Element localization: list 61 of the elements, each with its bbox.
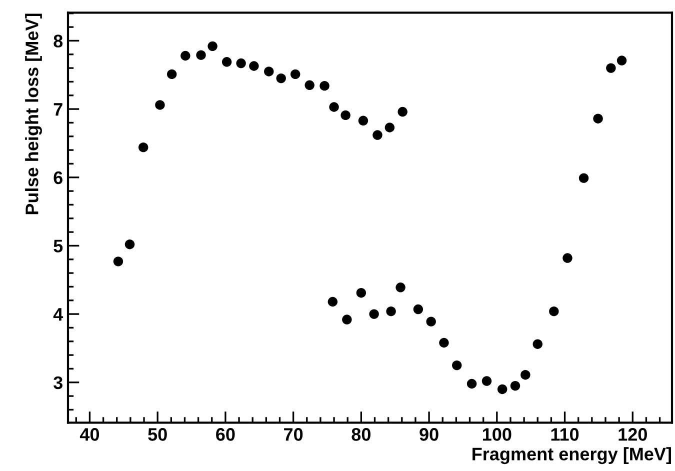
x-tick-label: 80 [352,428,370,441]
point [426,316,436,326]
point [155,100,165,110]
point [329,102,339,112]
x-tick-label: 120 [618,428,647,441]
point [452,360,462,370]
x-tick-label: 50 [148,428,167,441]
point [180,50,190,61]
y-tick-label: 6 [54,171,62,184]
point [222,57,232,67]
x-tick-label: 70 [284,428,303,441]
x-axis-title: Fragment energy [MeV] [472,447,671,464]
point [398,106,408,117]
x-tick-label: 110 [551,428,579,441]
y-tick-label: 8 [54,34,63,48]
point [384,122,395,132]
point [497,384,508,394]
point [166,69,177,80]
point [320,80,330,91]
point [328,296,338,307]
point [264,66,274,76]
point [249,61,259,71]
point [482,376,492,386]
point [138,142,148,152]
point [369,309,379,319]
point [276,73,286,84]
point [290,69,300,80]
point [562,253,572,263]
point [124,239,135,250]
x-tick-label: 100 [482,428,512,441]
y-tick-label: 7 [54,103,62,116]
point [532,339,542,349]
point [606,63,616,73]
point [413,304,424,314]
point [196,50,206,60]
y-tick-label: 5 [54,240,63,252]
point [396,282,406,292]
point [578,173,589,183]
point [510,380,520,391]
point [356,288,366,298]
point [342,314,352,324]
x-tick-label: 90 [420,428,438,441]
x-tick-label: 40 [80,428,100,441]
point [520,370,530,380]
point [616,56,627,66]
point [386,306,396,316]
point [236,58,246,68]
y-axis-title: Pulse height loss [MeV] [25,14,42,214]
point [304,80,314,90]
x-tick-label: 60 [216,428,235,441]
point [593,114,603,124]
point [372,130,382,140]
point [466,378,477,389]
point [439,338,449,348]
point [549,306,559,316]
point [113,256,124,266]
y-tick-label: 3 [54,376,62,390]
y-tick-label: 4 [53,308,64,321]
point [208,41,218,52]
point [340,110,350,120]
point [358,116,368,126]
